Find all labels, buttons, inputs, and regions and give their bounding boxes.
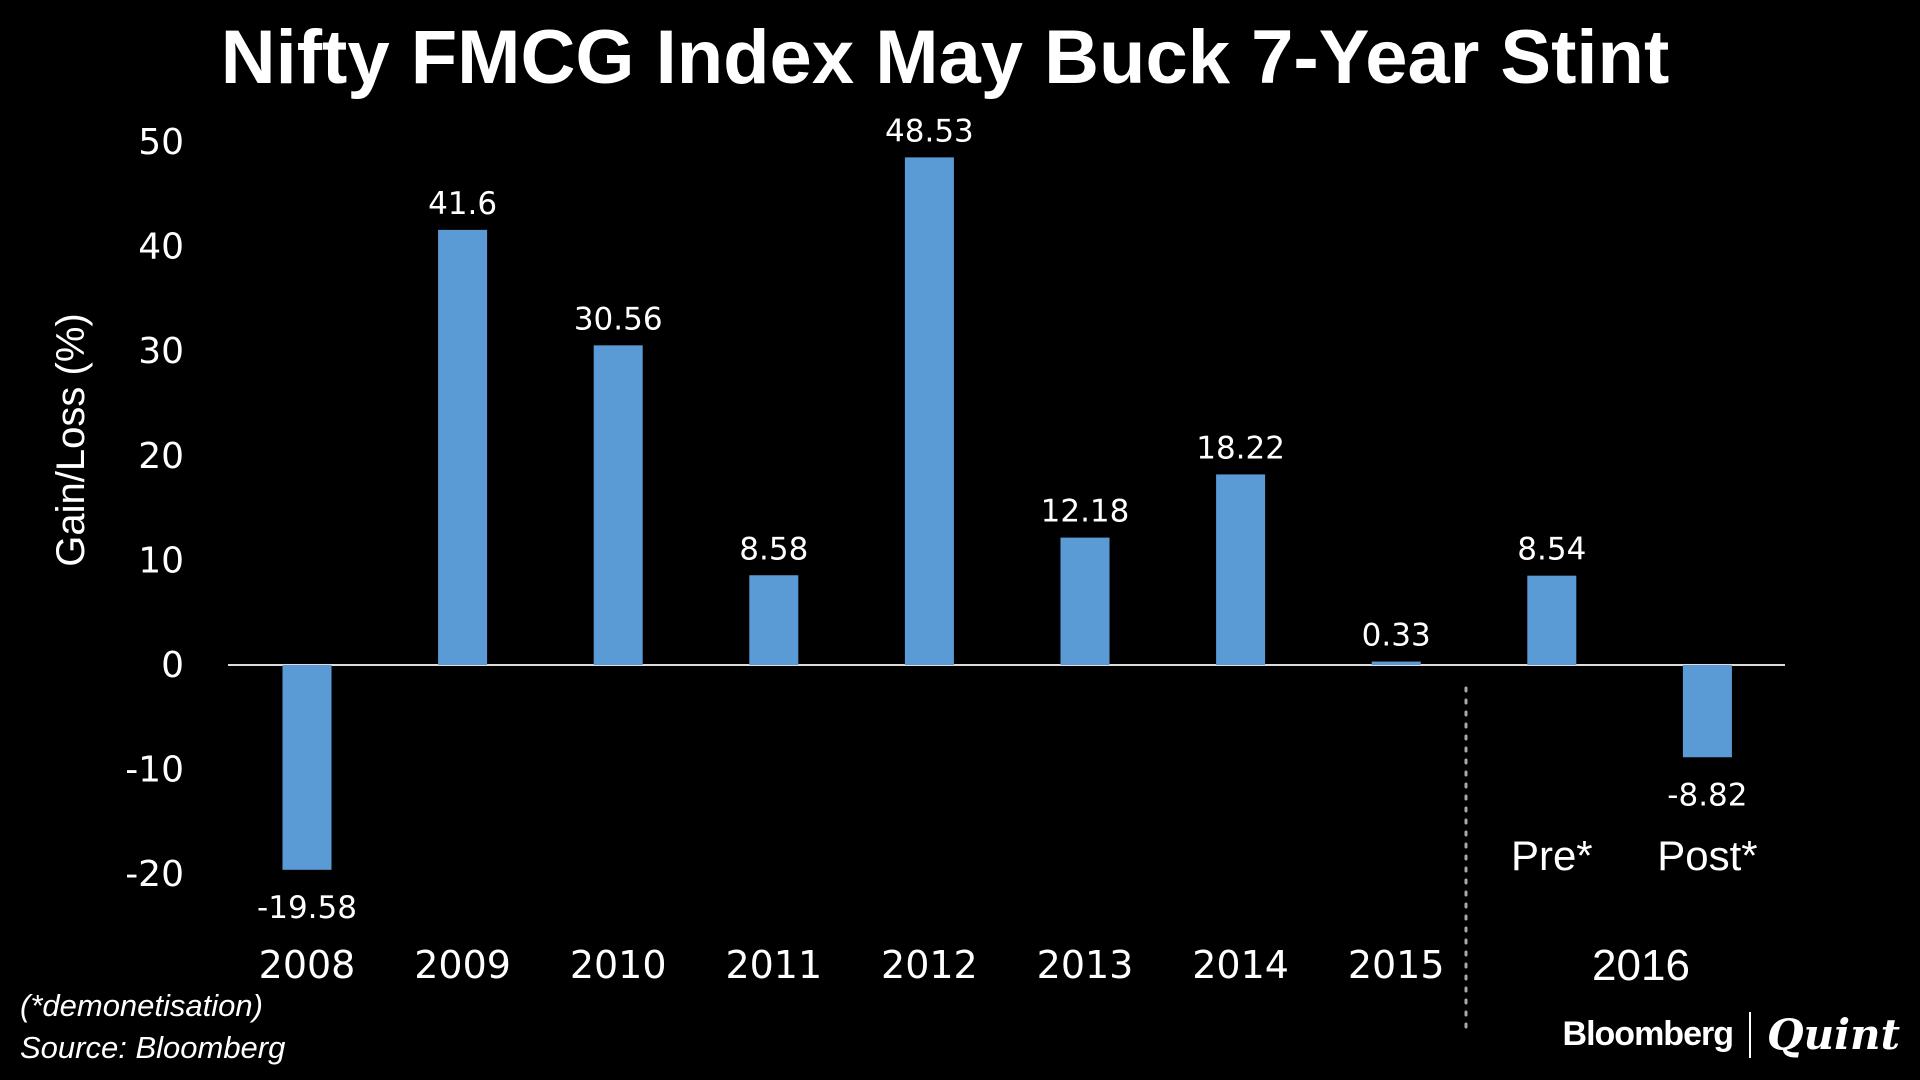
bloomberg-quint-logo: Bloomberg Quint xyxy=(1563,1010,1900,1059)
logo-divider xyxy=(1748,1011,1751,1058)
data-label: 8.54 xyxy=(1517,532,1586,568)
x-tick-label: 2011 xyxy=(725,943,822,987)
data-label: -8.82 xyxy=(1667,777,1747,813)
bar xyxy=(1527,575,1577,665)
source-note: Source: Bloomberg xyxy=(20,1030,286,1065)
data-label: 8.58 xyxy=(739,531,808,567)
bar xyxy=(1682,665,1732,758)
y-tick-label: 0 xyxy=(161,645,184,686)
y-tick-label: 40 xyxy=(138,227,184,268)
x-tick-label: 2013 xyxy=(1037,943,1134,987)
bar xyxy=(749,575,799,665)
bar xyxy=(1216,474,1266,665)
y-tick-label: -10 xyxy=(125,750,184,791)
bar xyxy=(904,157,954,665)
logo-quint: Quint xyxy=(1766,1010,1900,1059)
x-tick-label: 2014 xyxy=(1192,943,1289,987)
bar xyxy=(282,665,332,870)
x-group-label: 2016 xyxy=(1592,941,1690,990)
y-tick-label: -20 xyxy=(125,854,184,895)
x-tick-label: 2009 xyxy=(414,943,511,987)
x-tick-label: 2012 xyxy=(881,943,978,987)
data-label: 12.18 xyxy=(1041,494,1130,530)
data-label: 0.33 xyxy=(1362,618,1431,654)
y-tick-label: 30 xyxy=(138,331,184,372)
data-label: 41.6 xyxy=(428,186,497,222)
data-label: -19.58 xyxy=(257,890,357,926)
y-axis-label: Gain/Loss (%) xyxy=(49,313,93,566)
data-label: 18.22 xyxy=(1196,430,1285,466)
logo-bloomberg: Bloomberg xyxy=(1562,1015,1734,1053)
bar xyxy=(1060,537,1110,665)
footnote: (*demonetisation) xyxy=(20,988,263,1023)
y-tick-label: 50 xyxy=(138,122,184,163)
data-label: 30.56 xyxy=(574,301,663,337)
x-tick-label: 2010 xyxy=(570,943,667,987)
y-tick-label: 10 xyxy=(138,540,184,581)
x-tick-label: 2015 xyxy=(1348,943,1445,987)
bar xyxy=(1371,661,1421,665)
bar xyxy=(593,345,643,665)
x-tick-label: Pre* xyxy=(1511,832,1593,879)
data-label: 48.53 xyxy=(885,113,974,149)
x-tick-label: 2008 xyxy=(259,943,356,987)
chart-title: Nifty FMCG Index May Buck 7-Year Stint xyxy=(220,15,1670,100)
x-tick-label: Post* xyxy=(1657,832,1757,879)
bar xyxy=(438,229,488,665)
y-tick-label: 20 xyxy=(138,436,184,477)
